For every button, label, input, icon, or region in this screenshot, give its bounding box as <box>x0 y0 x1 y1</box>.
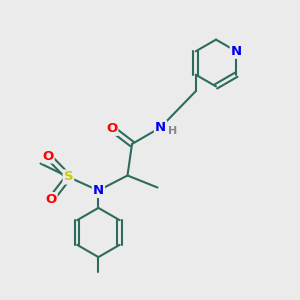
Text: N: N <box>155 121 166 134</box>
Text: N: N <box>93 184 104 197</box>
Text: O: O <box>45 193 57 206</box>
Text: H: H <box>169 126 178 136</box>
Text: O: O <box>106 122 117 135</box>
Text: N: N <box>231 45 242 58</box>
Text: O: O <box>42 149 54 163</box>
Text: S: S <box>64 170 73 184</box>
